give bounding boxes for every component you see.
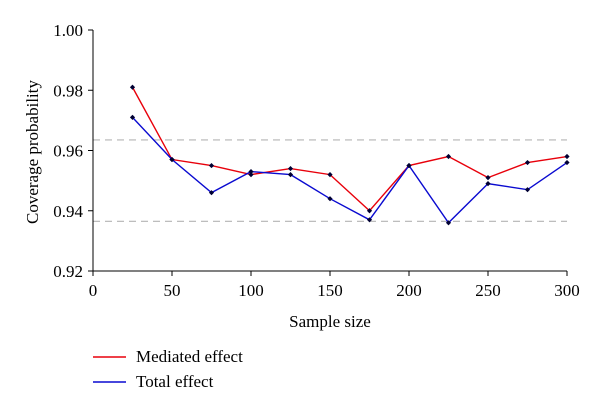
data-point: [366, 217, 373, 223]
data-point: [445, 220, 452, 226]
reference-lines: [93, 139, 567, 222]
series-line: [131, 86, 568, 212]
data-point: [485, 181, 491, 187]
ticks: 0.92 0.94 0.96 0.98 1.00 0 50 100 150 200 250 300: [53, 21, 580, 300]
y-tick-label: 0.96: [53, 142, 83, 161]
data-point: [327, 196, 333, 202]
x-tick-label: 300: [554, 281, 580, 300]
y-tick-label: 1.00: [53, 21, 83, 40]
y-axis-label: Coverage probability: [23, 80, 42, 224]
x-tick-label: 50: [164, 281, 181, 300]
data-point: [287, 165, 294, 172]
data-point: [524, 159, 531, 166]
data-point: [564, 153, 570, 160]
data-point: [366, 208, 373, 214]
y-tick-label: 0.92: [53, 262, 83, 281]
data-point: [485, 175, 491, 181]
x-tick-label: 0: [89, 281, 98, 300]
x-tick-label: 100: [238, 281, 264, 300]
data-point: [287, 172, 294, 178]
legend-label-mediated: Mediated effect: [136, 347, 243, 366]
data-point: [248, 172, 254, 178]
y-tick-label: 0.94: [53, 202, 83, 221]
data-point: [248, 168, 254, 175]
data-point: [208, 162, 215, 169]
series-layer: [129, 84, 570, 226]
data-point: [129, 114, 136, 120]
x-axis-label: Sample size: [289, 312, 371, 331]
data-point: [208, 190, 215, 196]
data-point: [169, 156, 175, 163]
legend: Mediated effect Total effect: [93, 347, 243, 391]
data-point: [327, 172, 333, 178]
y-tick-label: 0.98: [53, 81, 83, 100]
legend-label-total: Total effect: [136, 372, 214, 391]
data-point: [445, 153, 452, 160]
data-point: [129, 84, 136, 90]
x-tick-label: 250: [475, 281, 501, 300]
x-tick-label: 200: [396, 281, 422, 300]
data-point: [524, 187, 531, 193]
data-point: [564, 159, 570, 166]
x-tick-label: 150: [317, 281, 343, 300]
series-line: [131, 116, 568, 224]
data-point: [406, 162, 412, 169]
